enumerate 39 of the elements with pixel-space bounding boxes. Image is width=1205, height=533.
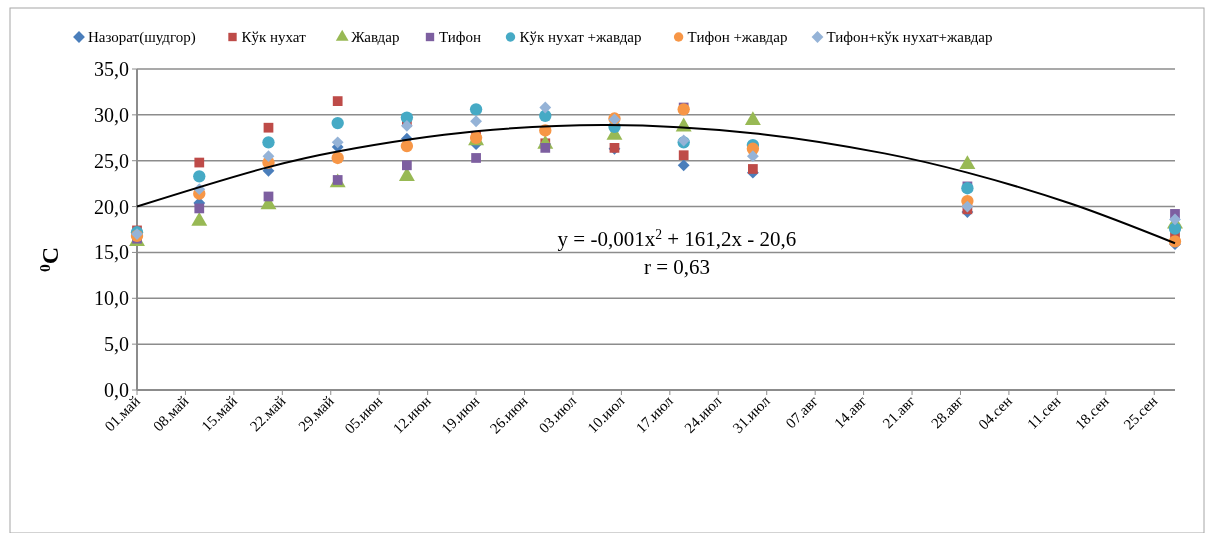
point bbox=[678, 150, 689, 161]
legend-label: Тифон bbox=[439, 29, 482, 45]
annotation: r = 0,63 bbox=[643, 255, 711, 279]
y-tick-label: 10,0 bbox=[94, 287, 129, 310]
point bbox=[1168, 222, 1182, 235]
y-tick-label: 15,0 bbox=[94, 241, 129, 264]
legend-label: Жавдар bbox=[351, 29, 400, 45]
point bbox=[470, 115, 482, 128]
point bbox=[331, 151, 344, 165]
point bbox=[193, 170, 206, 183]
point bbox=[400, 139, 414, 153]
point bbox=[331, 116, 344, 130]
legend-label: Кўк нухат +жавдар bbox=[519, 29, 642, 45]
y-tick-label: 20,0 bbox=[94, 195, 129, 218]
point bbox=[539, 101, 552, 114]
legend-label: Кўк нухат bbox=[241, 29, 307, 45]
legend-label: Тифон +жавдар bbox=[687, 29, 788, 45]
y-tick-label: 25,0 bbox=[94, 149, 129, 172]
point bbox=[469, 103, 483, 116]
point bbox=[961, 200, 974, 213]
point bbox=[332, 96, 343, 106]
annotation: y = -0,001x$^{2}$ + 161,2x - 20,6 bbox=[557, 226, 797, 251]
point bbox=[263, 122, 274, 133]
legend-label: Назорат(шудгор) bbox=[88, 29, 196, 46]
point bbox=[194, 157, 205, 168]
point bbox=[402, 160, 412, 171]
point bbox=[471, 153, 481, 163]
y-tick-label: 30,0 bbox=[94, 103, 129, 126]
point bbox=[748, 164, 758, 174]
point bbox=[331, 136, 344, 149]
point bbox=[262, 136, 275, 149]
point bbox=[194, 203, 205, 214]
y-tick-label: 35,0 bbox=[94, 58, 129, 80]
point bbox=[262, 150, 275, 163]
point bbox=[400, 119, 413, 132]
point bbox=[746, 150, 759, 163]
y-tick-label: 5,0 bbox=[104, 333, 129, 356]
point bbox=[677, 159, 690, 172]
legend-label: Тифон+кўк нухат+жавдар bbox=[826, 29, 993, 45]
